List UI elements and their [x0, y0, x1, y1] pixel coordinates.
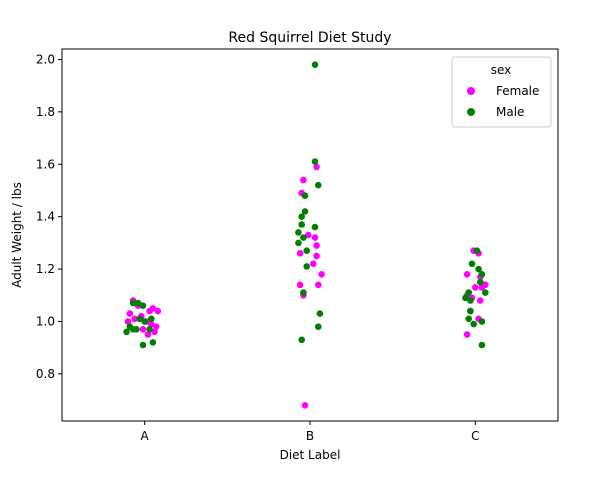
point-female: [152, 323, 160, 331]
point-male: [311, 158, 319, 165]
point-female: [131, 315, 138, 323]
point-male: [477, 278, 484, 286]
point-male: [303, 247, 311, 254]
point-male: [315, 181, 322, 189]
point-female: [144, 331, 152, 338]
point-male: [473, 247, 481, 254]
legend-label-male: Male: [496, 105, 524, 119]
point-male: [149, 339, 157, 346]
point-female: [151, 328, 158, 336]
point-male: [134, 299, 142, 307]
y-tick-label: 1.6: [36, 157, 55, 171]
data-points: [123, 61, 489, 409]
point-male: [295, 239, 302, 247]
point-male: [148, 315, 155, 323]
point-male: [139, 302, 147, 310]
plot-frame: [61, 48, 559, 422]
x-axis-label: Diet Label: [280, 448, 341, 462]
point-male: [468, 260, 476, 268]
point-male: [475, 265, 482, 273]
y-tick-label: 1.4: [36, 210, 55, 224]
point-female: [305, 231, 312, 239]
point-male: [295, 229, 302, 236]
point-female: [463, 271, 471, 278]
point-female: [126, 310, 134, 317]
point-female: [313, 242, 320, 249]
point-male: [141, 318, 148, 325]
point-female: [154, 307, 162, 315]
legend: sex Female Male: [451, 56, 552, 128]
point-male: [301, 192, 309, 199]
legend-marker-male: [467, 108, 475, 116]
chart-title: Red Squirrel Diet Study: [228, 30, 391, 46]
point-female: [296, 281, 304, 289]
point-male: [298, 221, 306, 228]
point-male: [301, 208, 309, 215]
point-female: [313, 163, 320, 171]
legend-label-female: Female: [496, 84, 539, 98]
y-tick-label: 2.0: [36, 52, 55, 66]
legend-box: [451, 56, 552, 128]
y-tick-label: 1.8: [36, 105, 55, 119]
point-male: [478, 271, 486, 278]
y-axis-label: Adult Weight / lbs: [10, 182, 24, 288]
point-female: [318, 271, 325, 278]
point-male: [478, 341, 486, 349]
point-male: [300, 234, 307, 241]
point-male: [298, 213, 306, 220]
point-female: [463, 331, 471, 338]
point-male: [465, 289, 473, 296]
point-male: [316, 310, 324, 317]
point-male: [462, 294, 469, 302]
point-male: [467, 307, 474, 315]
x-tick-label: C: [471, 429, 479, 443]
point-female: [124, 318, 132, 325]
point-male: [465, 315, 473, 323]
point-male: [311, 61, 319, 68]
x-tick-label: A: [141, 429, 150, 443]
point-male: [482, 289, 489, 296]
point-female: [139, 326, 147, 333]
point-female: [149, 305, 157, 312]
point-female: [313, 252, 320, 260]
point-male: [315, 323, 322, 331]
point-male: [139, 341, 147, 349]
point-female: [301, 402, 309, 409]
point-female: [315, 281, 322, 289]
y-tick-label: 0.8: [36, 367, 55, 381]
point-male: [470, 320, 478, 328]
point-male: [467, 297, 474, 304]
point-female: [148, 320, 155, 328]
y-tick-label: 1.2: [36, 262, 55, 276]
point-male: [311, 223, 319, 231]
x-axis: A B C: [141, 421, 480, 443]
point-male: [146, 326, 153, 333]
point-female: [478, 284, 486, 291]
point-female: [296, 250, 304, 257]
point-male: [123, 328, 130, 336]
point-male: [129, 326, 137, 333]
point-male: [300, 289, 307, 296]
legend-title: sex: [491, 63, 512, 77]
y-tick-label: 1.0: [36, 314, 55, 328]
point-female: [311, 234, 319, 241]
point-male: [303, 263, 311, 270]
point-female: [477, 297, 484, 304]
point-female: [472, 284, 479, 291]
y-axis: 0.8 1.0 1.2 1.4 1.6 1.8 2.0: [36, 52, 62, 381]
legend-marker-female: [467, 87, 475, 95]
point-male: [478, 318, 486, 325]
point-female: [310, 260, 317, 268]
x-tick-label: B: [306, 429, 314, 443]
point-male: [298, 336, 306, 344]
point-male: [136, 315, 143, 323]
point-female: [300, 176, 307, 184]
point-male: [129, 299, 137, 307]
